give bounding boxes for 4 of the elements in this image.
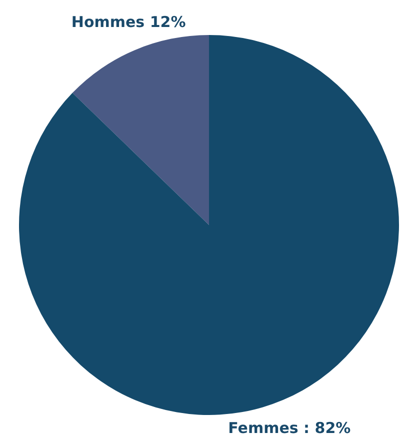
slice-label: Hommes 12%: [71, 13, 186, 31]
pie-slice: [19, 35, 399, 415]
pie-slice: [72, 35, 209, 225]
slice-label: Femmes : 82%: [228, 419, 351, 436]
